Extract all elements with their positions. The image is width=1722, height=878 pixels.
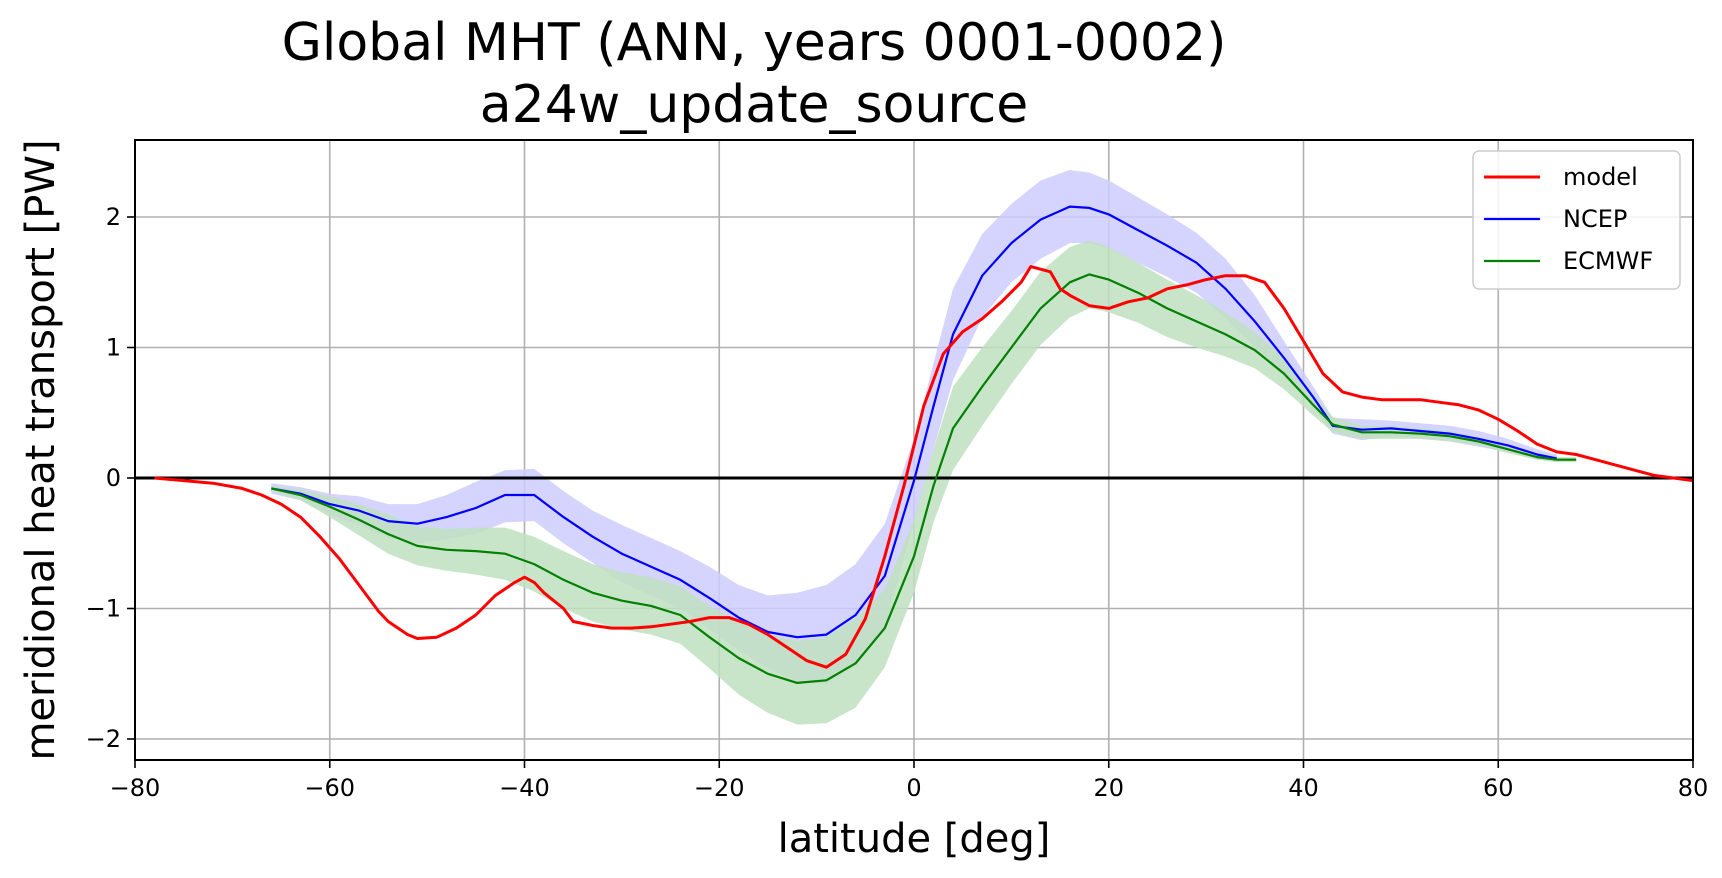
legend-label-model: model	[1563, 163, 1638, 191]
x-tick-label: 20	[1093, 774, 1124, 802]
series-line-model	[154, 265, 1694, 669]
y-tick-label: 1	[106, 334, 121, 362]
x-tick-label: −40	[499, 774, 550, 802]
y-tick-label: 0	[106, 464, 121, 492]
legend: model NCEP ECMWF	[1472, 150, 1681, 290]
x-axis-label: latitude [deg]	[778, 816, 1051, 862]
legend-box	[1472, 150, 1681, 290]
x-tick-label: −20	[694, 774, 745, 802]
x-tick-label: 60	[1483, 774, 1514, 802]
legend-label-ncep: NCEP	[1563, 205, 1627, 233]
y-ticks: −2 −1 0 1 2	[86, 203, 135, 753]
x-tick-label: 40	[1288, 774, 1319, 802]
series-lines	[154, 205, 1694, 685]
x-tick-label: −60	[304, 774, 355, 802]
chart-title: Global MHT (ANN, years 0001-0002)	[282, 13, 1227, 73]
y-tick-label: −2	[86, 725, 121, 753]
y-axis-label: meridional heat transport [PW]	[18, 139, 64, 760]
x-tick-label: 0	[906, 774, 921, 802]
y-tick-label: −1	[86, 595, 121, 623]
chart-subtitle: a24w_update_source	[480, 75, 1028, 135]
x-ticks: −80 −60 −40 −20 0 20 40 60 80	[110, 760, 1709, 802]
x-tick-label: 80	[1678, 774, 1709, 802]
y-tick-label: 2	[106, 203, 121, 231]
legend-label-ecmwf: ECMWF	[1563, 247, 1653, 275]
band-ecmwf	[271, 240, 1577, 725]
series-line-ecmwf	[271, 273, 1577, 685]
x-tick-label: −80	[110, 774, 161, 802]
